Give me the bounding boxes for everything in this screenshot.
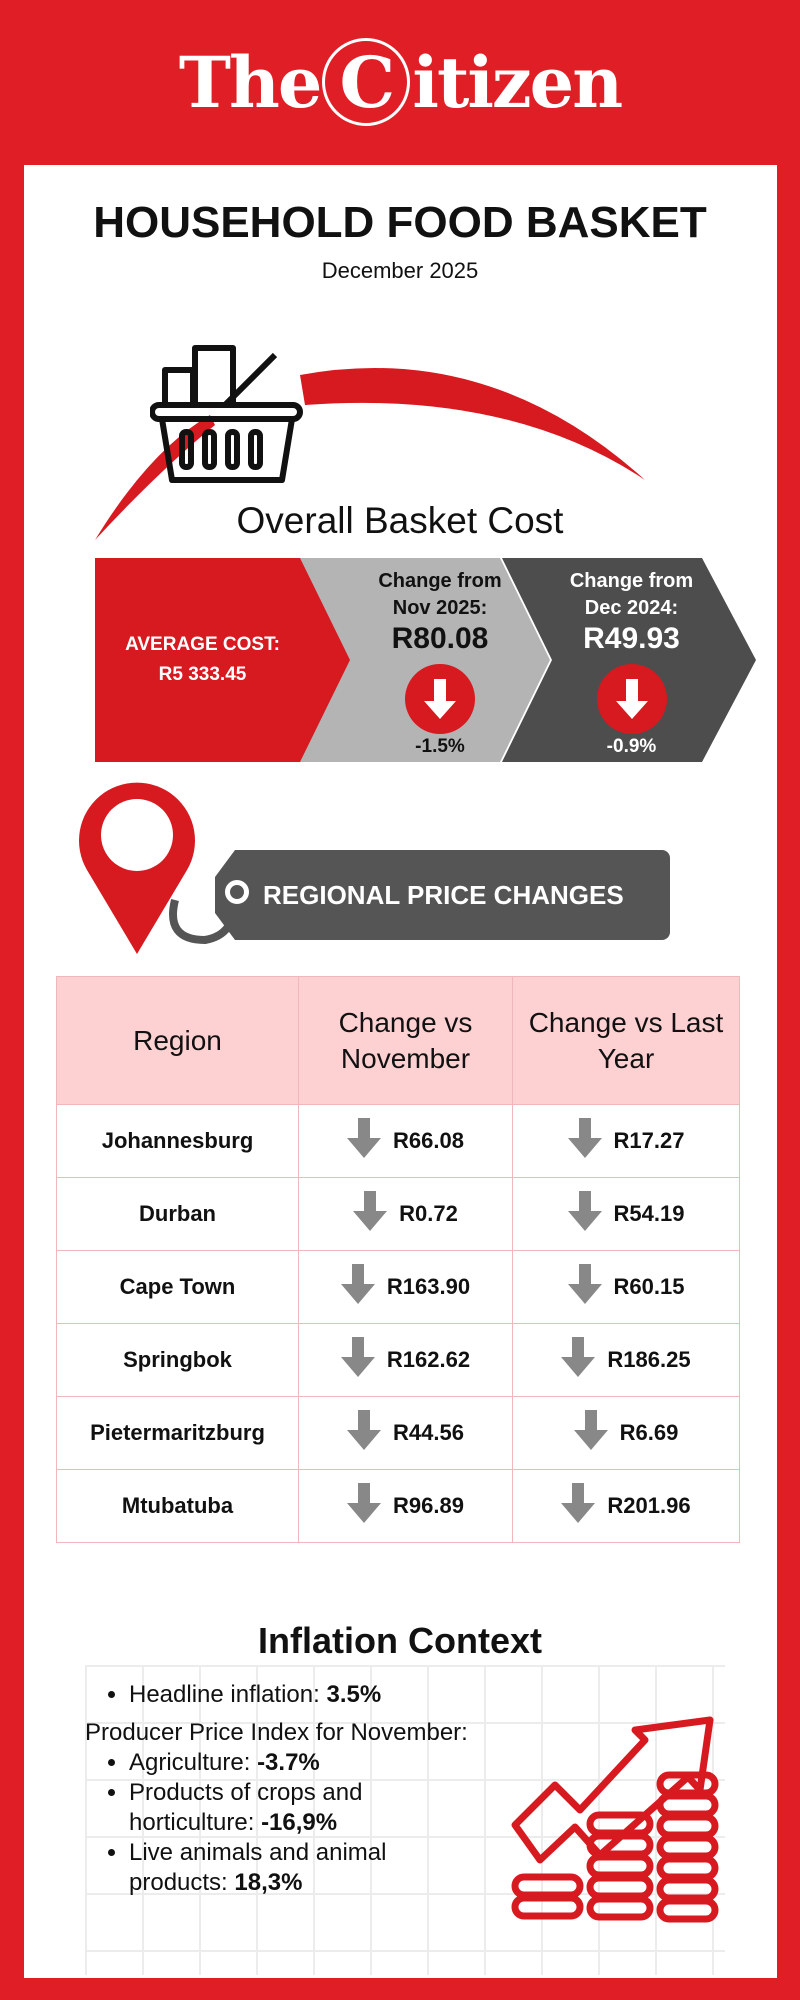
change-nov-value: R80.08 (391, 622, 489, 655)
year-change-cell: R17.27 (512, 1104, 740, 1178)
page-date: December 2025 (321, 258, 479, 283)
ppi-item-label: Agriculture: (129, 1749, 258, 1776)
year-change-value: R186.25 (607, 1347, 691, 1372)
down-arrow-icon (347, 1410, 382, 1456)
region-cell: Pietermaritzburg (56, 1396, 299, 1470)
down-arrow-icon (561, 1483, 596, 1529)
down-arrow-icon (567, 1264, 602, 1310)
year-change-value: R6.69 (619, 1420, 679, 1445)
change-dec-box: Change from Dec 2024: R49.93 -0.9% (502, 558, 756, 762)
headline-value: 3.5% (326, 1681, 382, 1708)
down-arrow-icon (347, 1118, 382, 1164)
year-change-cell: R6.69 (512, 1396, 740, 1470)
headline-label: Headline inflation: (129, 1681, 327, 1708)
down-arrow-icon (561, 1337, 596, 1383)
region-cell: Durban (56, 1177, 299, 1251)
shopping-basket-icon (150, 345, 303, 483)
down-arrow-icon (347, 1483, 382, 1529)
average-cost-box: AVERAGE COST: R5 333.45 (95, 558, 350, 762)
table-row: Pietermaritzburg R44.56 R6.69 (56, 1396, 740, 1470)
down-arrow-icon (567, 1191, 602, 1237)
average-cost-label: AVERAGE COST: (125, 634, 280, 655)
col-header-nov: Change vs November (298, 976, 513, 1105)
down-arrow-icon (340, 1337, 375, 1383)
change-dec-value: R49.93 (583, 622, 680, 655)
year-change-value: R201.96 (607, 1493, 691, 1518)
nov-change-cell: R66.08 (298, 1104, 513, 1178)
ppi-item-value: -3.7% (257, 1749, 320, 1776)
overall-basket-heading: Overall Basket Cost (236, 500, 564, 541)
down-arrow-icon (340, 1264, 375, 1310)
logo-text: The (178, 40, 323, 124)
inflation-title: Inflation Context (258, 1620, 542, 1661)
regional-price-tag: REGIONAL PRICE CHANGES (215, 850, 670, 940)
nov-change-value: R162.62 (386, 1347, 471, 1372)
change-dec-pct: -0.9% (606, 736, 657, 757)
ppi-item: Agriculture: -3.7% (129, 1748, 485, 1778)
nov-change-cell: R0.72 (298, 1177, 513, 1251)
col-header-year: Change vs Last Year (512, 976, 740, 1105)
change-nov-pct: -1.5% (415, 736, 465, 757)
ppi-item: Live animals and animal products: 18,3% (129, 1838, 485, 1898)
tag-hole-icon (225, 880, 249, 904)
region-cell: Springbok (56, 1323, 299, 1397)
down-arrow-icon (567, 1118, 602, 1164)
ppi-label: Producer Price Index for November: (85, 1719, 468, 1746)
nov-change-value: R66.08 (393, 1128, 464, 1153)
average-cost-value: R5 333.45 (158, 664, 247, 685)
page-title: HOUSEHOLD FOOD BASKET (93, 198, 707, 247)
change-nov-label: Change from (378, 570, 502, 592)
year-change-cell: R186.25 (512, 1323, 740, 1397)
region-cell: Mtubatuba (56, 1469, 299, 1543)
regional-heading: REGIONAL PRICE CHANGES (263, 879, 624, 910)
col-header-region: Region (56, 976, 299, 1105)
table-row: Durban R0.72 R54.19 (56, 1177, 740, 1251)
nov-change-value: R0.72 (399, 1201, 458, 1226)
change-dec-label: Change from (569, 570, 694, 592)
arrow-down-icon (405, 664, 475, 734)
logo-c-circle: C (322, 38, 411, 126)
ppi-item-label: Live animals and animal products: (129, 1839, 387, 1896)
ppi-item: Products of crops and horticulture: -16,… (129, 1778, 485, 1838)
table-row: Springbok R162.62 R186.25 (56, 1323, 740, 1397)
ppi-item-value: -16,9% (261, 1809, 338, 1836)
regional-price-table: Region Change vs November Change vs Last… (56, 976, 740, 1543)
nov-change-cell: R162.62 (298, 1323, 513, 1397)
ppi-item-value: 18,3% (234, 1869, 303, 1896)
region-cell: Cape Town (56, 1250, 299, 1324)
logo-text-2: itizen (412, 40, 623, 124)
down-arrow-icon (353, 1191, 388, 1237)
nov-change-value: R96.89 (393, 1493, 464, 1518)
location-pin-icon (79, 782, 235, 954)
down-arrow-icon (573, 1410, 608, 1456)
change-nov-label-2: Nov 2025: (392, 597, 488, 619)
headline-inflation-item: Headline inflation: 3.5% (129, 1680, 485, 1710)
year-change-cell: R60.15 (512, 1250, 740, 1324)
arrow-down-icon (596, 664, 667, 734)
year-change-value: R54.19 (613, 1201, 685, 1226)
nov-change-cell: R96.89 (298, 1469, 513, 1543)
change-dec-label-2: Dec 2024: (584, 597, 679, 619)
nov-change-value: R163.90 (386, 1274, 471, 1299)
year-change-cell: R54.19 (512, 1177, 740, 1251)
table-row: Mtubatuba R96.89 R201.96 (56, 1469, 740, 1543)
rising-chart-coins-icon (511, 1716, 719, 1923)
inflation-list: Headline inflation: 3.5% Producer Price … (85, 1680, 485, 1898)
logo-c: C (339, 40, 396, 124)
nov-change-cell: R44.56 (298, 1396, 513, 1470)
year-change-value: R17.27 (613, 1128, 685, 1153)
nov-change-value: R44.56 (393, 1420, 464, 1445)
region-cell: Johannesburg (56, 1104, 299, 1178)
table-row: Cape Town R163.90 R60.15 (56, 1250, 740, 1324)
year-change-value: R60.15 (613, 1274, 685, 1299)
table-row: Johannesburg R66.08 R17.27 (56, 1104, 740, 1178)
nov-change-cell: R163.90 (298, 1250, 513, 1324)
grid-background (85, 1665, 725, 1975)
year-change-cell: R201.96 (512, 1469, 740, 1543)
ppi-item-label: Products of crops and horticulture: (129, 1779, 363, 1836)
